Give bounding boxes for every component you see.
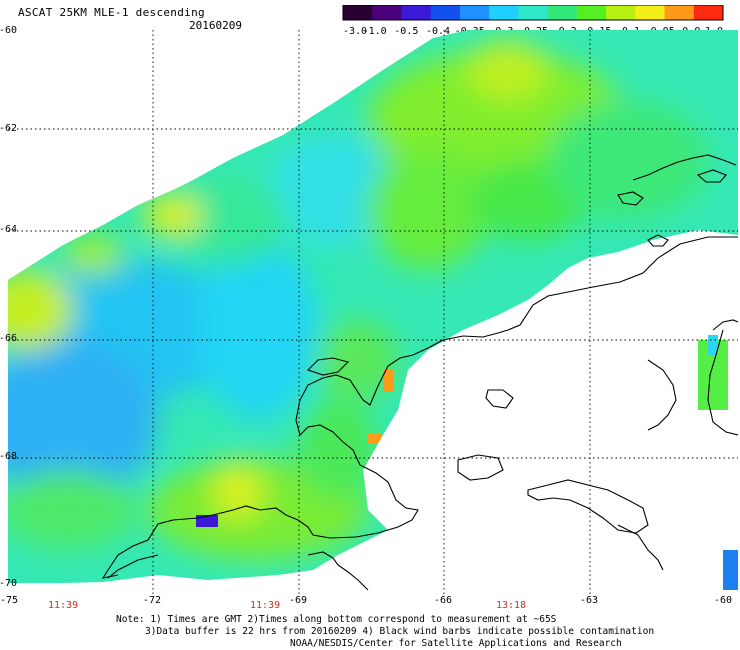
lat-label-66: -66 xyxy=(0,333,18,344)
colorbar-tick-label: -1.0 xyxy=(363,26,387,37)
lat-lon-grid xyxy=(8,30,738,595)
colorbar-swatch xyxy=(489,5,519,20)
colorbar-swatch xyxy=(635,5,666,20)
note-line-3: NOAA/NESDIS/Center for Satellite Applica… xyxy=(290,638,622,649)
colorbar-swatch xyxy=(343,5,373,20)
colorbar-swatch xyxy=(401,5,432,20)
lat-label-68: -68 xyxy=(0,451,18,462)
lon-label-60: -60 xyxy=(714,595,733,606)
lon-label-75: -75 xyxy=(0,595,19,606)
right-swath-fragment xyxy=(698,335,738,590)
time-label: 11:39 xyxy=(250,600,281,611)
note-line-1: Note: 1) Times are GMT 2)Times along bot… xyxy=(116,614,557,625)
wind-data-field xyxy=(8,30,738,583)
lat-label-70: -70 xyxy=(0,578,18,589)
colorbar-frame xyxy=(342,5,724,21)
lon-label-66: -66 xyxy=(434,595,453,606)
note-line-2: 3)Data buffer is 22 hrs from 20160209 4)… xyxy=(145,626,655,637)
colorbar-swatch xyxy=(576,5,607,20)
lat-label-60: -60 xyxy=(0,25,18,36)
colorbar-swatch xyxy=(372,5,402,20)
lon-label-63: -63 xyxy=(580,595,599,606)
colorbar-tick-label: -0.4 xyxy=(426,26,450,37)
coastline xyxy=(101,154,738,591)
colorbar-swatch xyxy=(459,5,490,20)
lat-label-62: -62 xyxy=(0,123,18,134)
lon-label-72: -72 xyxy=(143,595,162,606)
colorbar-swatch xyxy=(547,5,578,20)
map-title: ASCAT 25KM MLE-1 descending xyxy=(18,6,205,19)
lon-label-69: -69 xyxy=(289,595,308,606)
time-label: 13:18 xyxy=(496,600,527,611)
colorbar-tick-label: -0.5 xyxy=(394,26,418,37)
map-date: 20160209 xyxy=(189,19,242,32)
colorbar-swatch xyxy=(430,5,461,20)
lat-label-64: -64 xyxy=(0,224,18,235)
colorbar-swatch xyxy=(518,5,549,20)
colorbar-swatch xyxy=(693,5,724,20)
time-label: 11:39 xyxy=(48,600,79,611)
colorbar-swatch xyxy=(664,5,695,20)
wind-map xyxy=(8,30,738,595)
colorbar-tick-label: -3.0 xyxy=(343,26,367,37)
colorbar-swatch xyxy=(606,5,636,20)
